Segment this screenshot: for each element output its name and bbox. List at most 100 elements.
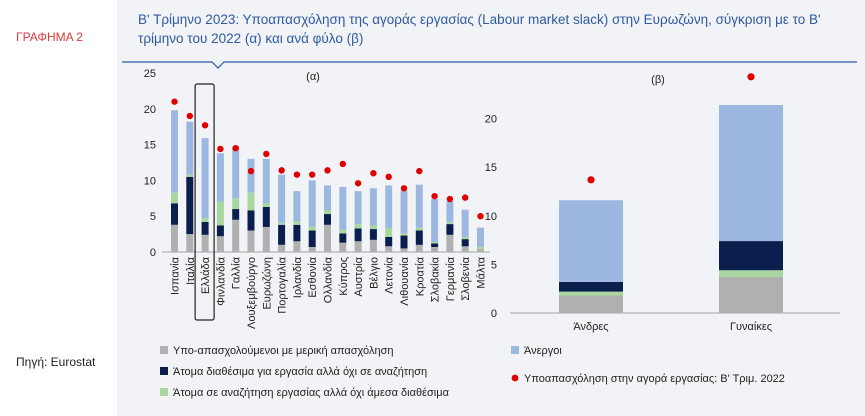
y-tick-b-15: 15 [485, 162, 497, 174]
bar-b-underemployed-0 [559, 295, 623, 313]
bar-a-unemployed-15 [400, 190, 408, 234]
y-tick-b-20: 20 [485, 114, 497, 126]
bar-a-unemployed-6 [262, 158, 270, 204]
bar-a-underemployed-16 [415, 244, 423, 252]
x-tick-a-8: Ιρλανδία [292, 256, 304, 298]
y-tick-a-25: 25 [144, 68, 156, 80]
bar-a-unemployed-8 [293, 191, 301, 222]
bar-a-underemployed-20 [477, 249, 484, 252]
panel-label-b: (β) [651, 74, 665, 86]
bar-a-available_not_seeking-13 [369, 229, 377, 240]
bar-a-underemployed-3 [216, 236, 224, 252]
legend-swatch-unemployed [511, 346, 519, 354]
bar-a-available_not_seeking-6 [262, 206, 270, 227]
y-tick-b-0: 0 [491, 308, 497, 320]
bar-a-underemployed-11 [339, 242, 347, 252]
bar-a-seeking_not_available-7 [278, 222, 286, 225]
bar-a-underemployed-14 [385, 246, 393, 252]
marker-a-11 [339, 160, 346, 168]
x-tick-a-20: Μάλτα [476, 256, 488, 288]
bar-a-seeking_not_available-15 [400, 233, 408, 236]
marker-a-20 [477, 213, 484, 220]
legend-label-seeking_not_available: Άτομα σε αναζήτηση εργασίας αλλά όχι άμε… [173, 387, 450, 399]
bar-b-seeking_not_available-0 [559, 291, 623, 296]
bar-a-underemployed-1 [186, 234, 194, 252]
x-tick-a-3: Φινλανδία [215, 256, 227, 305]
bar-a-underemployed-17 [431, 246, 439, 252]
bar-a-unemployed-4 [232, 146, 240, 199]
x-tick-a-1: Ιταλία [185, 256, 197, 285]
x-tick-a-14: Λετονία [384, 256, 396, 294]
marker-a-10 [324, 167, 331, 174]
y-tick-a-5: 5 [150, 211, 156, 223]
marker-a-1 [186, 112, 193, 120]
marker-a-15 [400, 185, 408, 192]
highlight-box-greece [194, 83, 215, 321]
bar-a-unemployed-10 [324, 185, 331, 211]
x-tick-a-11: Κύπρος [338, 257, 350, 296]
x-tick-a-10: Ολλανδία [323, 256, 335, 303]
bar-a-available_not_seeking-2 [201, 221, 209, 235]
bar-a-underemployed-8 [293, 241, 301, 252]
bar-a-unemployed-11 [339, 186, 347, 230]
legend-label-underemployed: Υπο-απασχολούμενοι με μερική απασχόληση [173, 345, 393, 357]
marker-a-19 [462, 194, 469, 201]
bar-a-seeking_not_available-18 [446, 221, 454, 225]
figure-label: ΓΡΑΦΗΜΑ 2 [16, 30, 83, 44]
bar-a-available_not_seeking-17 [431, 243, 439, 247]
bar-b-seeking_not_available-1 [719, 270, 783, 278]
legend-label-unemployed: Άνεργοι [524, 345, 562, 357]
title-underline [122, 61, 857, 69]
marker-a-12 [354, 180, 362, 187]
x-tick-a-16: Κροατία [414, 256, 426, 296]
bar-a-available_not_seeking-5 [247, 210, 255, 231]
bar-a-underemployed-6 [262, 226, 270, 252]
marker-a-17 [431, 192, 438, 200]
x-tick-a-17: Σλοβακία [430, 256, 442, 302]
y-tick-a-0: 0 [150, 247, 156, 259]
marker-a-6 [263, 150, 270, 158]
bar-a-underemployed-5 [247, 230, 255, 252]
bar-a-unemployed-2 [201, 138, 209, 219]
legend-swatch-dot [511, 374, 519, 382]
x-tick-a-13: Βέλγιο [368, 257, 380, 289]
marker-a-9 [309, 171, 316, 178]
bar-a-underemployed-15 [400, 248, 408, 252]
bar-a-seeking_not_available-20 [477, 246, 484, 250]
legend-swatch-underemployed [160, 346, 168, 354]
bar-a-underemployed-2 [201, 234, 209, 252]
bar-a-underemployed-19 [461, 246, 469, 252]
bar-a-seeking_not_available-2 [201, 218, 209, 222]
bar-a-underemployed-18 [446, 234, 454, 252]
bar-a-seeking_not_available-8 [293, 221, 301, 225]
bar-a-seeking_not_available-12 [354, 224, 362, 229]
bar-a-unemployed-18 [446, 201, 454, 222]
bar-a-available_not_seeking-15 [400, 235, 408, 249]
bar-a-available_not_seeking-0 [171, 203, 178, 225]
bar-a-unemployed-17 [431, 199, 439, 242]
x-tick-a-2: Ελλάδα [200, 256, 212, 294]
marker-a-7 [278, 167, 285, 174]
x-tick-a-18: Γερμανία [445, 256, 457, 301]
bar-a-available_not_seeking-16 [415, 230, 423, 245]
bar-b-available_not_seeking-0 [559, 281, 623, 292]
marker-a-2 [201, 122, 209, 129]
bar-a-seeking_not_available-19 [461, 236, 469, 240]
bar-a-seeking_not_available-3 [216, 201, 224, 226]
bar-a-seeking_not_available-0 [171, 192, 178, 204]
bar-a-seeking_not_available-13 [369, 225, 377, 230]
legend-label-dot: Υποαπασχόληση στην αγορά εργασίας: Β' Τρ… [524, 373, 785, 385]
bar-a-unemployed-0 [171, 110, 178, 193]
legend-swatch-available_not_seeking [160, 367, 168, 375]
bar-a-seeking_not_available-11 [339, 229, 347, 234]
x-tick-b-1: Γυναίκες [730, 321, 772, 333]
bar-a-available_not_seeking-19 [461, 239, 469, 247]
marker-a-18 [446, 195, 454, 203]
marker-a-8 [293, 171, 301, 178]
bar-a-available_not_seeking-3 [216, 225, 224, 237]
bar-a-available_not_seeking-12 [354, 228, 362, 242]
bar-b-underemployed-1 [719, 277, 783, 313]
bar-b-available_not_seeking-1 [719, 241, 783, 271]
bar-a-seeking_not_available-10 [324, 210, 331, 215]
